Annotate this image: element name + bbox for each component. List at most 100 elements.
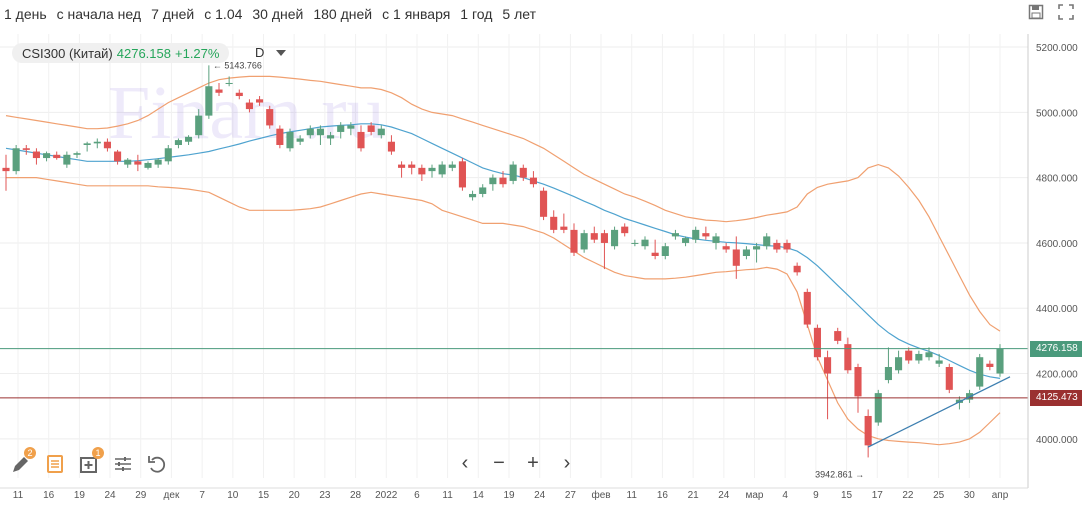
- x-tick-label: 10: [227, 490, 239, 501]
- period-from-date[interactable]: с 1.04: [204, 6, 243, 22]
- candle: [742, 246, 750, 260]
- candle: [631, 239, 639, 247]
- candle: [2, 154, 10, 191]
- candle: [377, 125, 385, 139]
- candle-body: [448, 164, 456, 168]
- instrument-name: CSI300 (Китай): [22, 45, 113, 61]
- candle-body: [266, 109, 274, 126]
- candle: [824, 350, 832, 420]
- candle-body: [164, 148, 172, 162]
- candle: [945, 363, 953, 394]
- candle: [235, 89, 243, 100]
- period-ytd[interactable]: с 1 января: [382, 6, 451, 22]
- y-tick-label: 4400.000: [1036, 304, 1078, 315]
- candle-body: [661, 246, 669, 256]
- candle: [519, 164, 527, 181]
- candle-body: [205, 86, 213, 116]
- candle: [854, 363, 862, 413]
- candle: [702, 226, 710, 240]
- candle: [174, 138, 182, 149]
- add-indicator-button[interactable]: 1: [78, 447, 104, 475]
- candle: [783, 239, 791, 253]
- candle: [935, 353, 943, 367]
- candle: [844, 337, 852, 374]
- period-7-days[interactable]: 7 дней: [151, 6, 195, 22]
- candle: [114, 149, 122, 165]
- candle-body: [337, 125, 345, 132]
- notes-button[interactable]: [44, 453, 66, 475]
- candle-body: [458, 161, 466, 188]
- candle-body: [773, 242, 781, 250]
- period-5-years[interactable]: 5 лет: [502, 6, 536, 22]
- candle: [600, 229, 608, 270]
- candle: [915, 350, 923, 364]
- x-tick-label: фев: [592, 489, 611, 501]
- draw-badge: 2: [24, 447, 36, 459]
- candle: [895, 350, 903, 374]
- candle: [813, 324, 821, 361]
- candle: [458, 158, 466, 191]
- interval-label: D: [255, 45, 265, 60]
- y-tick-label: 4600.000: [1036, 239, 1078, 250]
- candle-body: [469, 193, 477, 198]
- period-1-year[interactable]: 1 год: [460, 6, 493, 22]
- candle-body: [611, 229, 619, 247]
- x-tick-label: апр: [992, 490, 1009, 501]
- candle: [986, 360, 994, 371]
- period-180-days[interactable]: 180 дней: [313, 6, 373, 22]
- candle-body: [895, 357, 903, 371]
- candle-body: [235, 92, 243, 97]
- candle-body: [560, 226, 568, 230]
- candle-body: [63, 154, 71, 165]
- candle-body: [671, 233, 679, 237]
- scroll-right-button[interactable]: ›: [563, 451, 571, 474]
- period-1-day[interactable]: 1 день: [4, 6, 47, 22]
- candle-body: [114, 151, 122, 162]
- interval-selector[interactable]: D: [255, 45, 287, 60]
- candle-body: [377, 128, 385, 136]
- candle: [398, 161, 406, 178]
- candle-body: [144, 162, 152, 168]
- candle-body: [22, 148, 30, 150]
- candle-body: [2, 167, 10, 172]
- fullscreen-icon[interactable]: [1058, 4, 1074, 20]
- candle-body: [489, 177, 497, 185]
- candle-body: [316, 128, 324, 136]
- candle-body: [996, 348, 1004, 374]
- candle-body: [286, 131, 294, 149]
- period-week-start[interactable]: с начала нед: [56, 6, 142, 22]
- save-icon[interactable]: [1028, 4, 1044, 20]
- candle-body: [742, 249, 750, 256]
- candle: [590, 226, 598, 243]
- candle-body: [357, 131, 365, 149]
- reset-button[interactable]: [146, 453, 168, 475]
- candle: [327, 131, 335, 145]
- x-tick-label: 20: [289, 490, 301, 501]
- x-tick-label: 6: [414, 490, 420, 501]
- zoom-in-button[interactable]: +: [527, 451, 539, 474]
- candle-body: [945, 367, 953, 390]
- candle-body: [499, 177, 507, 185]
- candle-body: [124, 159, 132, 165]
- x-tick-label: 9: [813, 490, 819, 501]
- candle-body: [783, 242, 791, 250]
- y-tick-label: 4200.000: [1036, 370, 1078, 381]
- settings-button[interactable]: [112, 453, 134, 475]
- period-30-days[interactable]: 30 дней: [252, 6, 304, 22]
- candle-body: [844, 344, 852, 371]
- trend-line: [867, 376, 1011, 448]
- candle: [296, 135, 304, 145]
- candle-body: [905, 350, 913, 361]
- candle: [641, 236, 649, 250]
- x-tick-label: 15: [841, 490, 853, 501]
- zoom-out-button[interactable]: −: [493, 451, 505, 474]
- candle: [43, 151, 51, 162]
- candle: [499, 171, 507, 188]
- instrument-legend[interactable]: CSI300 (Китай) 4276.158 +1.27%: [12, 43, 230, 63]
- candle-body: [864, 415, 872, 446]
- high-annotation: ← 5143.766: [213, 60, 262, 70]
- draw-tool-button[interactable]: 2: [10, 447, 36, 475]
- candle-body: [529, 177, 537, 185]
- scroll-left-button[interactable]: ‹: [461, 451, 469, 474]
